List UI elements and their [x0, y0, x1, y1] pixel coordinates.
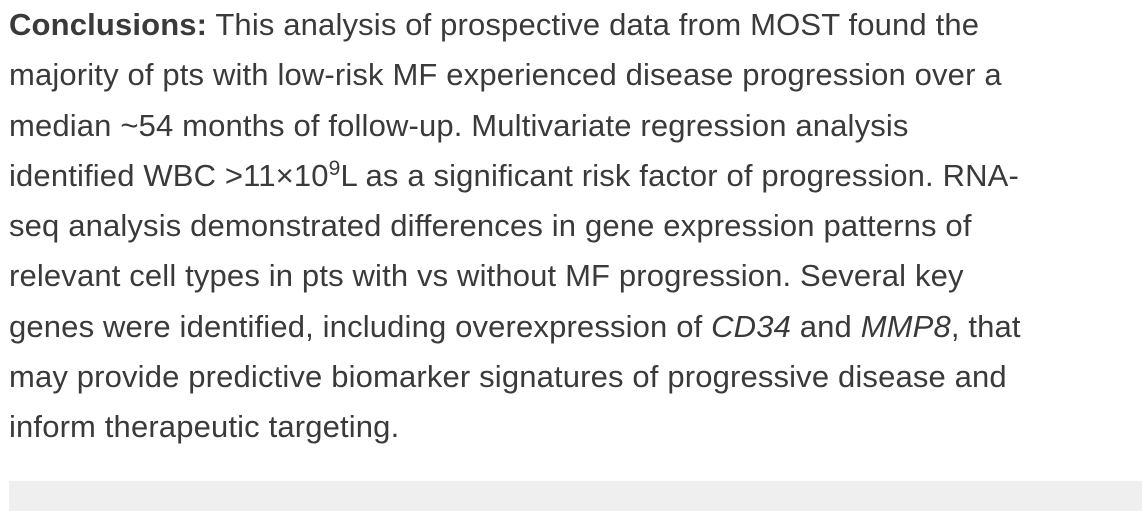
conclusions-paragraph: Conclusions: This analysis of prospectiv… [9, 0, 1137, 453]
conclusions-label: Conclusions: [9, 7, 208, 42]
text-line-2: majority of pts with low-risk MF experie… [9, 57, 1002, 93]
text-line-7: genes were identified, including overexp… [9, 302, 1137, 352]
text-line-9: inform therapeutic targeting. [9, 409, 400, 445]
text-line-3: median ~54 months of follow-up. Multivar… [9, 107, 909, 143]
text-line-8: may provide predictive biomarker signatu… [9, 359, 1007, 395]
wbc-text: identified WBC >11×10 [9, 157, 329, 193]
text-line-6: relevant cell types in pts with vs witho… [9, 258, 964, 294]
wbc-text-after: L as a significant risk factor of progre… [340, 157, 1019, 193]
exponent: 9 [328, 156, 341, 180]
genes-and: and [790, 308, 861, 344]
next-section-box [9, 481, 1142, 511]
genes-text-after: , that [950, 308, 1021, 344]
conclusions-text-start: This analysis of prospective data from M… [207, 7, 980, 42]
genes-text: genes were identified, including overexp… [9, 308, 712, 344]
text-line-5: seq analysis demonstrated differences in… [9, 208, 972, 244]
gene-cd34: CD34 [711, 308, 791, 344]
text-line-1: Conclusions: This analysis of prospectiv… [9, 0, 1137, 50]
text-line-4: identified WBC >11×109L as a significant… [9, 151, 1137, 201]
gene-mmp8: MMP8 [860, 308, 951, 344]
